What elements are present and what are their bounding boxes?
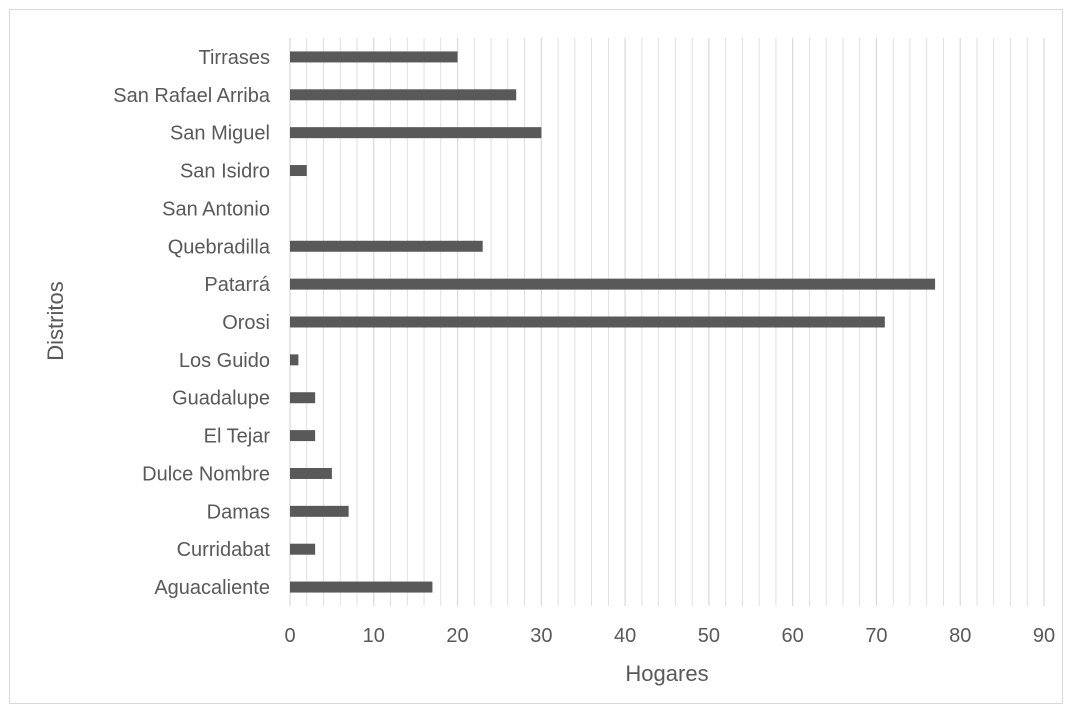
bar: [290, 278, 936, 290]
x-tick-label: 60: [782, 625, 804, 647]
chart-frame: [9, 9, 1063, 704]
bar: [290, 51, 458, 63]
x-tick-label: 50: [698, 625, 720, 647]
bar: [290, 467, 332, 479]
category-label: Patarrá: [204, 274, 270, 296]
category-label: Aguacaliente: [154, 577, 270, 599]
x-tick-labels: 0 10 20 30 40 50 60 70 80 90: [284, 625, 1055, 647]
category-label: San Miguel: [170, 123, 270, 145]
bar: [290, 430, 316, 442]
x-tick-label: 90: [1033, 625, 1055, 647]
category-label: San Isidro: [180, 161, 270, 183]
bar: [290, 543, 316, 555]
bars: [290, 51, 936, 593]
x-tick-label: 10: [363, 625, 385, 647]
bar: [290, 127, 542, 139]
category-label: Guadalupe: [172, 388, 270, 410]
y-axis-title: Distritos: [43, 281, 68, 360]
bar: [290, 165, 307, 177]
category-label: Curridabat: [177, 539, 271, 561]
category-label: El Tejar: [204, 426, 271, 448]
bar: [290, 581, 433, 593]
bar: [290, 240, 483, 252]
category-labels: Aguacaliente Curridabat Damas Dulce Nombre E…: [113, 47, 271, 599]
bar: [290, 392, 316, 404]
category-label: Los Guido: [179, 350, 270, 372]
x-axis-title: Hogares: [625, 661, 708, 686]
x-tick-label: 70: [865, 625, 887, 647]
category-label: Quebradilla: [168, 236, 271, 258]
bar: [290, 89, 517, 101]
category-label: San Antonio: [162, 198, 270, 220]
category-label: Damas: [207, 501, 270, 523]
x-tick-label: 30: [530, 625, 552, 647]
x-tick-label: 80: [949, 625, 971, 647]
category-label: San Rafael Arriba: [113, 85, 271, 107]
x-tick-label: 20: [446, 625, 468, 647]
bar: [290, 505, 349, 517]
bar: [290, 316, 885, 328]
bar: [290, 354, 299, 366]
category-label: Dulce Nombre: [142, 463, 270, 485]
category-label: Tirrases: [199, 47, 270, 69]
x-tick-label: 40: [614, 625, 636, 647]
category-label: Orosi: [222, 312, 270, 334]
x-tick-label: 0: [284, 625, 295, 647]
